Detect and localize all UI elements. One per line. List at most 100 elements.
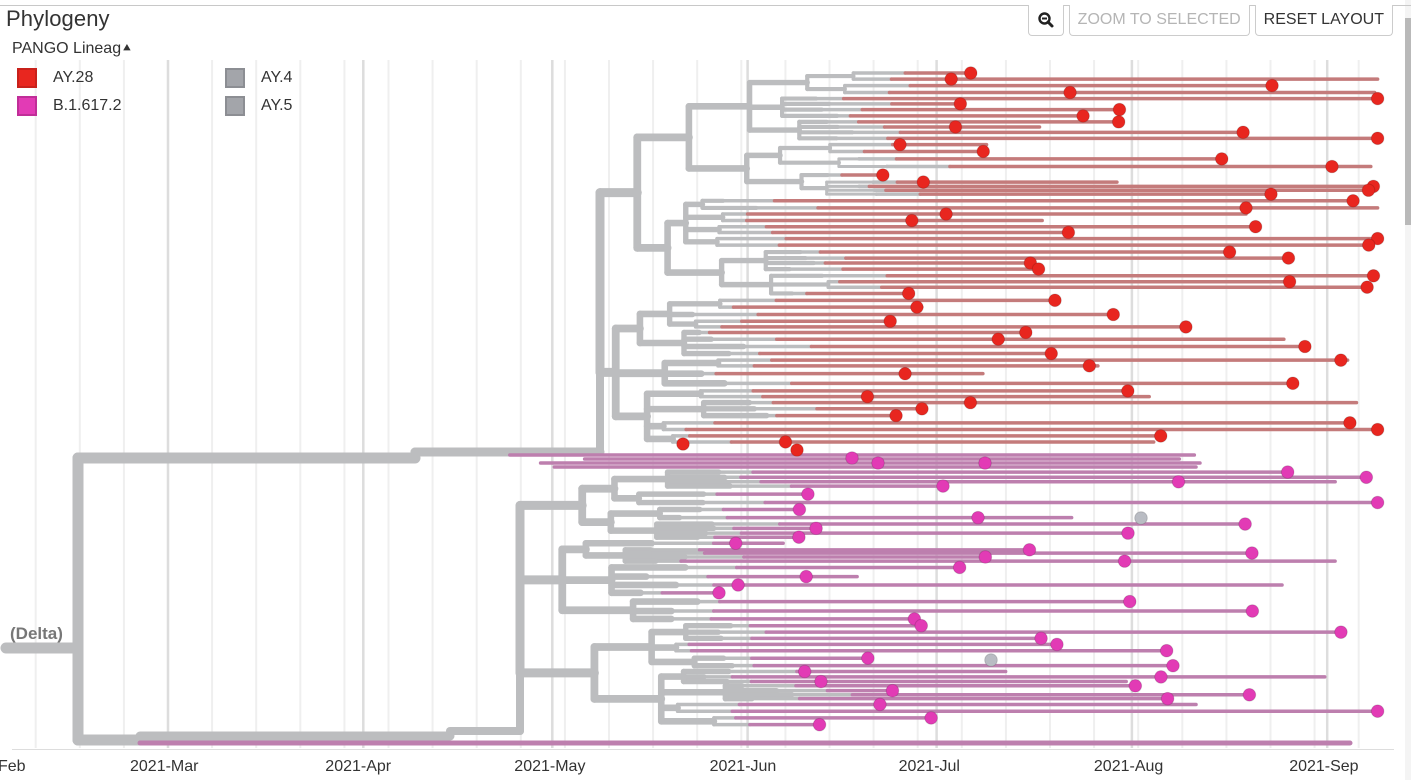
legend-item-ay4[interactable]: AY.4 — [225, 68, 292, 88]
tip-node[interactable] — [885, 683, 900, 698]
tip-node[interactable] — [809, 521, 823, 536]
tip-node[interactable] — [1286, 376, 1300, 391]
tip-node[interactable] — [799, 569, 814, 584]
tip-node[interactable] — [728, 536, 743, 551]
tip-node[interactable] — [1044, 346, 1059, 361]
tip-node[interactable] — [1154, 670, 1168, 684]
tip-node[interactable] — [1360, 280, 1374, 295]
tip-node[interactable] — [876, 168, 890, 182]
tip-node[interactable] — [910, 300, 924, 314]
tip-node[interactable] — [676, 437, 690, 451]
tip-node[interactable] — [905, 213, 919, 228]
tip-node[interactable] — [1264, 187, 1278, 201]
tip-node[interactable] — [801, 487, 815, 501]
tip-node[interactable] — [1361, 238, 1376, 252]
tip-node[interactable] — [893, 137, 907, 152]
tip-node[interactable] — [1265, 78, 1279, 93]
tip-node[interactable] — [1370, 91, 1385, 106]
tip-node[interactable] — [1214, 152, 1229, 166]
tip-node[interactable] — [860, 389, 875, 404]
tip-node[interactable] — [1334, 625, 1348, 639]
tip-node[interactable] — [978, 456, 992, 470]
tip-node[interactable] — [792, 530, 806, 545]
tip-node[interactable] — [901, 286, 916, 301]
tip-node[interactable] — [1245, 546, 1259, 560]
legend-item-ay28[interactable]: AY.28 — [17, 68, 93, 88]
tip-node[interactable] — [1361, 183, 1376, 198]
tip-node[interactable] — [971, 510, 985, 525]
tip-node[interactable] — [1159, 643, 1174, 658]
tip-node[interactable] — [1111, 115, 1126, 129]
tip-node[interactable] — [1248, 219, 1263, 234]
zoom-to-selected-button[interactable]: ZOOM TO SELECTED — [1068, 5, 1250, 36]
tip-node[interactable] — [948, 120, 963, 134]
tip-node[interactable] — [936, 479, 950, 493]
tip-node[interactable] — [1153, 429, 1168, 443]
tip-node[interactable] — [871, 456, 885, 470]
tip-node[interactable] — [1346, 193, 1360, 208]
tip-node[interactable] — [1117, 554, 1132, 568]
tip-node[interactable] — [873, 697, 887, 712]
tip-node[interactable] — [1034, 631, 1048, 646]
tip-node[interactable] — [1022, 543, 1037, 557]
tip-node[interactable] — [939, 207, 953, 221]
tip-node[interactable] — [1370, 422, 1385, 437]
tip-node[interactable] — [1298, 339, 1312, 354]
tip-node[interactable] — [1166, 658, 1180, 673]
tip-node[interactable] — [1031, 262, 1046, 276]
tip-node[interactable] — [963, 395, 978, 410]
tip-node[interactable] — [952, 560, 967, 575]
tip-node[interactable] — [1179, 320, 1193, 334]
tip-node[interactable] — [814, 674, 828, 689]
tip-node[interactable] — [898, 366, 912, 381]
tip-node[interactable] — [944, 72, 958, 86]
tip-node[interactable] — [1236, 125, 1250, 140]
tip-node[interactable] — [812, 717, 827, 732]
scrollbar-track[interactable] — [1405, 0, 1411, 780]
tip-node[interactable] — [1106, 307, 1121, 322]
tip-node[interactable] — [1134, 511, 1148, 525]
tip-node[interactable] — [916, 175, 931, 189]
tip-node[interactable] — [1370, 495, 1385, 510]
tip-node[interactable] — [1242, 687, 1257, 702]
tip-node[interactable] — [1366, 269, 1381, 283]
zoom-out-button[interactable] — [1027, 5, 1064, 36]
tip-node[interactable] — [978, 550, 993, 564]
tip-node[interactable] — [1239, 201, 1253, 215]
tip-node[interactable] — [1370, 131, 1385, 146]
tip-node[interactable] — [953, 97, 968, 111]
tip-node[interactable] — [883, 314, 897, 329]
tip-node[interactable] — [1160, 691, 1175, 706]
tip-node[interactable] — [1222, 245, 1237, 259]
tip-node[interactable] — [1082, 359, 1097, 373]
tip-node[interactable] — [790, 443, 804, 457]
tip-node[interactable] — [1121, 384, 1135, 398]
tip-node[interactable] — [712, 586, 726, 600]
tip-node[interactable] — [915, 401, 929, 416]
tip-node[interactable] — [1061, 225, 1076, 240]
tip-node[interactable] — [1063, 85, 1077, 100]
tip-node[interactable] — [1076, 109, 1090, 123]
tip-node[interactable] — [1121, 526, 1135, 540]
tip-node[interactable] — [914, 618, 929, 633]
tip-node[interactable] — [1370, 704, 1385, 718]
tip-node[interactable] — [1048, 293, 1062, 308]
tip-node[interactable] — [1280, 465, 1295, 479]
tip-node[interactable] — [778, 435, 793, 449]
tip-node[interactable] — [984, 653, 998, 667]
legend-toggle[interactable]: PANGO Lineag ⯅ — [12, 40, 132, 58]
tip-node[interactable] — [976, 144, 991, 159]
legend-item-ay5[interactable]: AY.5 — [225, 96, 292, 116]
tip-node[interactable] — [1238, 517, 1252, 531]
tip-node[interactable] — [797, 664, 812, 679]
tip-node[interactable] — [1359, 470, 1374, 485]
tip-node[interactable] — [1122, 594, 1137, 609]
tip-node[interactable] — [1112, 102, 1127, 117]
tip-node[interactable] — [991, 332, 1006, 347]
tip-node[interactable] — [861, 651, 875, 666]
tip-node[interactable] — [792, 502, 807, 517]
tip-node[interactable] — [1245, 604, 1260, 618]
tip-node[interactable] — [889, 408, 903, 423]
tip-node[interactable] — [845, 451, 859, 465]
tip-node[interactable] — [1050, 637, 1064, 652]
